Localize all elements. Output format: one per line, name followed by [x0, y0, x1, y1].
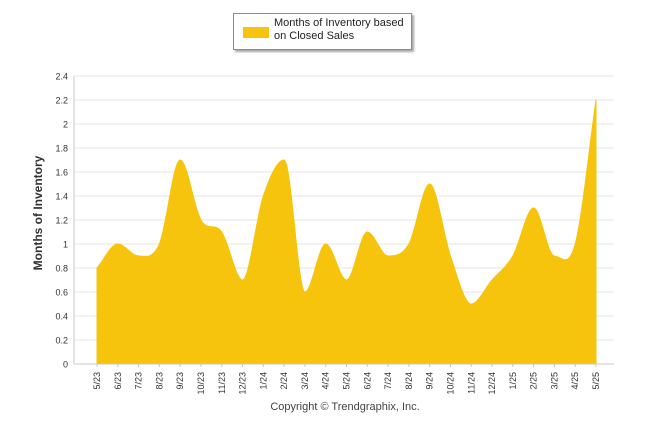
x-tick-label: 2/25 [529, 372, 539, 390]
x-tick-label: 7/24 [383, 372, 393, 390]
x-tick-label: 6/23 [113, 372, 123, 390]
y-tick-label: 1 [63, 240, 68, 250]
x-tick-label: 5/25 [591, 372, 601, 390]
x-tick-label: 4/25 [570, 372, 580, 390]
x-tick-label: 9/24 [425, 372, 435, 390]
legend-label: Months of Inventory based on Closed Sale… [274, 17, 404, 42]
x-tick-label: 12/24 [487, 372, 497, 395]
x-tick-label: 7/23 [134, 372, 144, 390]
x-tick-label: 6/24 [362, 372, 372, 390]
x-tick-label: 12/23 [238, 372, 248, 395]
y-axis-title: Months of Inventory [31, 155, 45, 270]
x-tick-label: 5/24 [342, 372, 352, 390]
x-tick-labels: 5/23 6/23 7/23 8/23 9/23 10/23 11/23 12/23 1/24 2… [92, 372, 601, 395]
y-tick-label: 0 [63, 360, 68, 370]
x-tick-label: 8/23 [154, 372, 164, 390]
x-tick-label: 11/23 [217, 372, 227, 394]
legend-swatch [243, 27, 269, 38]
series-area [96, 99, 597, 365]
copyright-text: Copyright © Trendgraphix, Inc. [270, 401, 420, 413]
series-area-path [96, 99, 597, 365]
x-tick-label: 4/24 [321, 372, 331, 390]
y-tick-label: 1.2 [55, 216, 68, 226]
x-tick-label: 8/24 [404, 372, 414, 390]
y-tick-label: 1.4 [55, 192, 68, 202]
x-tick-label: 3/24 [300, 372, 310, 390]
x-tick-label: 10/24 [445, 372, 455, 395]
y-tick-labels: 0 0.2 0.4 0.6 0.8 1 1.2 1.4 1.6 1.8 2 2.2 2.4 [55, 72, 68, 370]
y-tick-label: 2 [63, 120, 68, 130]
legend: Months of Inventory based on Closed Sale… [233, 13, 412, 50]
x-tick-label: 2/24 [279, 372, 289, 390]
y-tick-label: 0.4 [55, 312, 68, 322]
x-tick-label: 5/23 [92, 372, 102, 390]
y-tick-label: 2.4 [55, 72, 68, 82]
axes [73, 76, 614, 367]
x-tick-label: 10/23 [196, 372, 206, 395]
x-tick-label: 11/24 [466, 372, 476, 394]
y-tick-label: 2.2 [55, 96, 68, 106]
x-tick-label: 3/25 [549, 372, 559, 390]
y-tick-label: 1.6 [55, 168, 68, 178]
x-tick-label: 1/24 [258, 372, 268, 390]
y-tick-label: 1.8 [55, 144, 68, 154]
x-tick-label: 9/23 [175, 372, 185, 390]
y-tick-label: 0.2 [55, 336, 68, 346]
y-tick-label: 0.8 [55, 264, 68, 274]
y-tick-label: 0.6 [55, 288, 68, 298]
x-tick-label: 1/25 [508, 372, 518, 390]
